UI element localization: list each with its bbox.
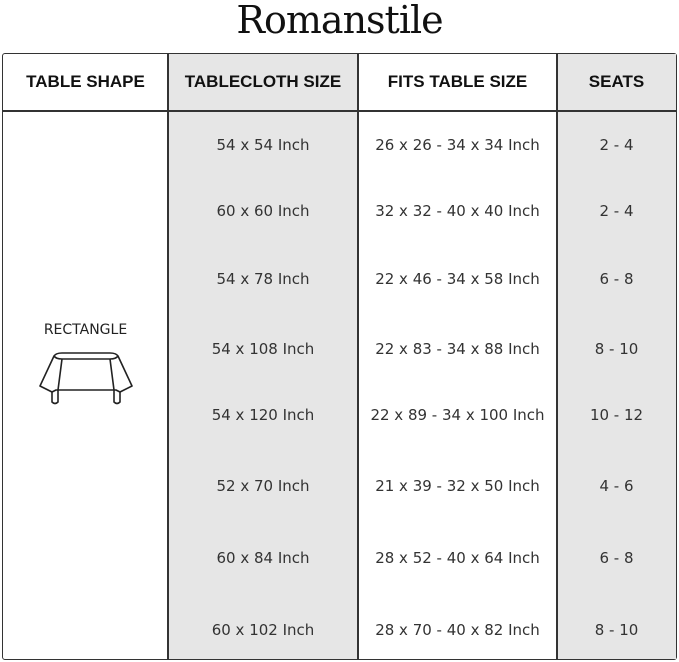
header-fits-table-size: FITS TABLE SIZE: [387, 72, 528, 91]
size-chart-table: TABLE SHAPE TABLECLOTH SIZE FITS TABLE S…: [2, 53, 677, 660]
header-seats: SEATS: [588, 72, 645, 91]
fits-table-size-cell: 28 x 70 - 40 x 82 Inch: [375, 621, 540, 639]
rectangle-table-icon: [38, 352, 133, 405]
seats-cell: 10 - 12: [589, 406, 644, 424]
seats-cell: 8 - 10: [594, 621, 639, 639]
shape-label: RECTANGLE: [43, 322, 128, 338]
brand-logo: Romanstile: [236, 0, 443, 42]
tablecloth-size-column: [168, 54, 358, 659]
divider: [556, 54, 558, 659]
seats-cell: 8 - 10: [594, 340, 639, 358]
seats-cell: 2 - 4: [599, 136, 634, 154]
seats-column: [557, 54, 676, 659]
seats-cell: 4 - 6: [599, 477, 634, 495]
fits-table-size-cell: 22 x 46 - 34 x 58 Inch: [375, 270, 540, 288]
tablecloth-size-cell: 52 x 70 Inch: [216, 477, 310, 495]
header-tablecloth-size: TABLECLOTH SIZE: [184, 72, 342, 91]
fits-table-size-cell: 26 x 26 - 34 x 34 Inch: [375, 136, 540, 154]
tablecloth-size-cell: 54 x 78 Inch: [216, 270, 310, 288]
tablecloth-size-cell: 60 x 102 Inch: [211, 621, 315, 639]
tablecloth-size-cell: 60 x 84 Inch: [216, 549, 310, 567]
fits-table-size-cell: 22 x 89 - 34 x 100 Inch: [370, 406, 545, 424]
divider: [167, 54, 169, 659]
header-divider: [3, 110, 676, 112]
table-shape-cell: RECTANGLE: [3, 322, 168, 410]
seats-cell: 6 - 8: [599, 270, 634, 288]
divider: [357, 54, 359, 659]
fits-table-size-cell: 32 x 32 - 40 x 40 Inch: [375, 202, 540, 220]
fits-table-size-cell: 28 x 52 - 40 x 64 Inch: [375, 549, 540, 567]
fits-table-size-cell: 21 x 39 - 32 x 50 Inch: [375, 477, 540, 495]
tablecloth-size-cell: 60 x 60 Inch: [216, 202, 310, 220]
seats-cell: 6 - 8: [599, 549, 634, 567]
tablecloth-size-cell: 54 x 54 Inch: [216, 136, 310, 154]
header-table-shape: TABLE SHAPE: [26, 72, 145, 91]
fits-table-size-cell: 22 x 83 - 34 x 88 Inch: [375, 340, 540, 358]
seats-cell: 2 - 4: [599, 202, 634, 220]
tablecloth-size-cell: 54 x 120 Inch: [211, 406, 315, 424]
tablecloth-size-cell: 54 x 108 Inch: [211, 340, 315, 358]
